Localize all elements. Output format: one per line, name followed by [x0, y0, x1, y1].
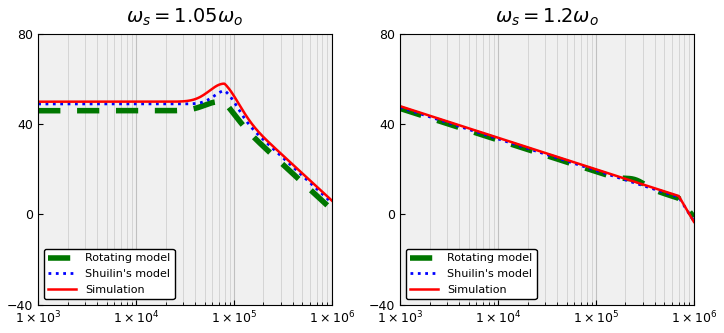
Simulation	[535, 149, 544, 153]
Line: Shuilin's model: Shuilin's model	[38, 91, 332, 203]
Shuilin's model	[175, 102, 184, 106]
Shuilin's model	[689, 219, 698, 223]
Rotating model	[396, 107, 405, 111]
Shuilin's model	[220, 89, 229, 93]
Simulation	[555, 156, 563, 160]
Legend: Rotating model, Shuilin's model, Simulation: Rotating model, Shuilin's model, Simulat…	[43, 249, 174, 299]
Line: Shuilin's model: Shuilin's model	[400, 107, 694, 221]
Simulation	[173, 100, 182, 104]
Shuilin's model	[275, 153, 284, 157]
Simulation	[193, 97, 201, 101]
Simulation	[636, 182, 645, 186]
Rotating model	[193, 106, 201, 110]
Rotating model	[555, 158, 563, 162]
Rotating model	[321, 202, 329, 206]
Title: $\omega_s = 1.2\omega_o$: $\omega_s = 1.2\omega_o$	[495, 7, 599, 28]
Line: Simulation: Simulation	[38, 84, 332, 200]
Simulation	[689, 220, 698, 224]
Simulation	[683, 208, 691, 212]
Line: Rotating model: Rotating model	[38, 102, 332, 210]
Shuilin's model	[537, 151, 546, 155]
Simulation	[537, 150, 546, 154]
Simulation	[275, 150, 284, 154]
Shuilin's model	[327, 201, 336, 205]
Rotating model	[571, 163, 579, 167]
Shuilin's model	[683, 208, 691, 212]
Rotating model	[683, 206, 691, 210]
Shuilin's model	[34, 102, 43, 106]
Legend: Rotating model, Shuilin's model, Simulation: Rotating model, Shuilin's model, Simulat…	[405, 249, 536, 299]
Shuilin's model	[321, 195, 329, 199]
Simulation	[175, 100, 184, 104]
Shuilin's model	[193, 101, 201, 105]
Line: Simulation: Simulation	[400, 106, 694, 222]
Shuilin's model	[396, 105, 405, 109]
Rotating model	[175, 109, 184, 113]
Rotating model	[535, 152, 544, 156]
Rotating model	[215, 100, 224, 104]
Simulation	[396, 104, 405, 108]
Simulation	[327, 198, 336, 202]
Simulation	[220, 82, 229, 86]
Rotating model	[327, 208, 336, 212]
Simulation	[209, 86, 217, 90]
Rotating model	[209, 101, 217, 105]
Rotating model	[537, 152, 546, 156]
Line: Rotating model: Rotating model	[400, 109, 694, 217]
Shuilin's model	[555, 157, 563, 161]
Shuilin's model	[636, 183, 645, 187]
Shuilin's model	[173, 102, 182, 106]
Shuilin's model	[535, 150, 544, 154]
Title: $\omega_s = 1.05\omega_o$: $\omega_s = 1.05\omega_o$	[127, 7, 244, 28]
Simulation	[321, 193, 329, 197]
Simulation	[34, 100, 43, 104]
Shuilin's model	[571, 162, 579, 166]
Rotating model	[689, 215, 698, 219]
Rotating model	[34, 109, 43, 113]
Rotating model	[636, 180, 645, 184]
Rotating model	[275, 160, 284, 164]
Rotating model	[173, 109, 182, 113]
Simulation	[571, 161, 579, 165]
Shuilin's model	[209, 95, 217, 99]
